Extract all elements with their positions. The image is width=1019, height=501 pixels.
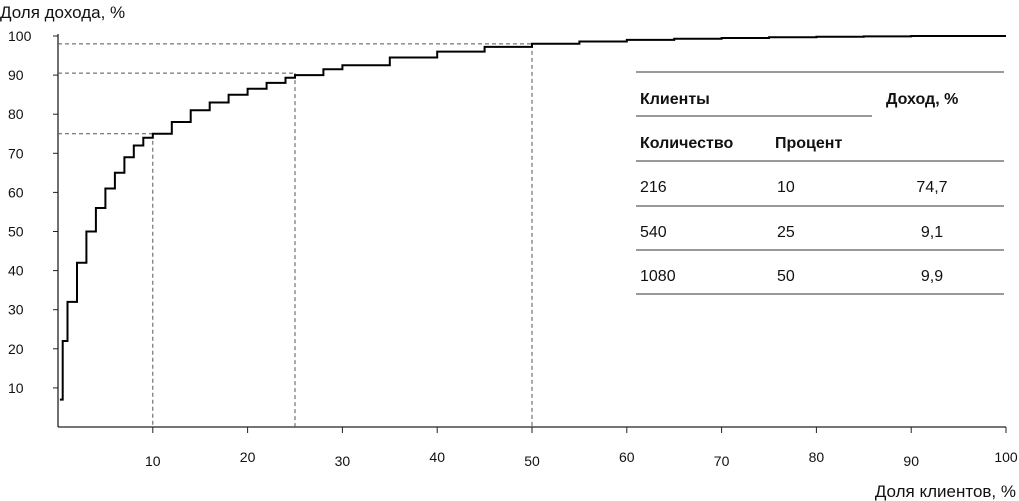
table-header-income: Доход, %: [886, 91, 958, 108]
y-tick-label: 10: [8, 380, 24, 396]
table-rules: [636, 71, 1004, 295]
series-layer: [59, 35, 1006, 401]
guide-lines: [58, 43, 533, 427]
x-axis-title: Доля клиентов, %: [875, 482, 1016, 501]
x-tick-label: 90: [903, 453, 919, 469]
data-table: Клиенты Доход, % Количество Процент 216 1…: [636, 71, 1004, 295]
table-cell-percent: 10: [777, 179, 795, 196]
table-cell-percent: 50: [777, 268, 795, 285]
y-axis-title: Доля дохода, %: [0, 3, 125, 22]
table-cell-count: 540: [640, 224, 667, 241]
table-rows: 216 10 74,7 540 25 9,1 1080 50 9,9: [640, 179, 948, 285]
x-tick-label: 70: [714, 453, 730, 469]
y-tick-label: 60: [8, 184, 24, 200]
y-ticks: 10 20 30 40 50 60 70 80 90 100: [8, 28, 58, 396]
x-tick-label: 60: [619, 449, 635, 465]
x-tick-label: 30: [335, 453, 351, 469]
table-header-percent: Процент: [775, 135, 842, 152]
y-tick-label: 30: [8, 302, 24, 318]
x-tick-label: 50: [524, 453, 540, 469]
x-tick-label: 10: [145, 453, 161, 469]
y-tick-label: 70: [8, 145, 24, 161]
y-tick-label: 90: [8, 67, 24, 83]
y-tick-label: 50: [8, 224, 24, 240]
y-tick-label: 20: [8, 341, 24, 357]
y-tick-label: 80: [8, 106, 24, 122]
table-cell-income: 9,9: [921, 268, 943, 285]
table-header-clients: Клиенты: [640, 91, 710, 108]
table-cell-income: 9,1: [921, 224, 943, 241]
y-tick-label: 100: [8, 28, 32, 44]
x-tick-label: 40: [429, 449, 445, 465]
x-ticks: 10 20 30 40 50 60 70 80 90 100: [145, 427, 1018, 469]
x-tick-label: 20: [240, 449, 256, 465]
table-cell-count: 1080: [640, 268, 676, 285]
table-cell-count: 216: [640, 179, 667, 196]
table-cell-income: 74,7: [916, 179, 947, 196]
x-tick-label: 80: [809, 449, 825, 465]
table-cell-percent: 25: [777, 224, 795, 241]
y-tick-label: 40: [8, 263, 24, 279]
cumulative-income-line: [59, 35, 1006, 401]
x-tick-label: 100: [994, 449, 1018, 465]
table-header-count: Количество: [640, 135, 733, 152]
